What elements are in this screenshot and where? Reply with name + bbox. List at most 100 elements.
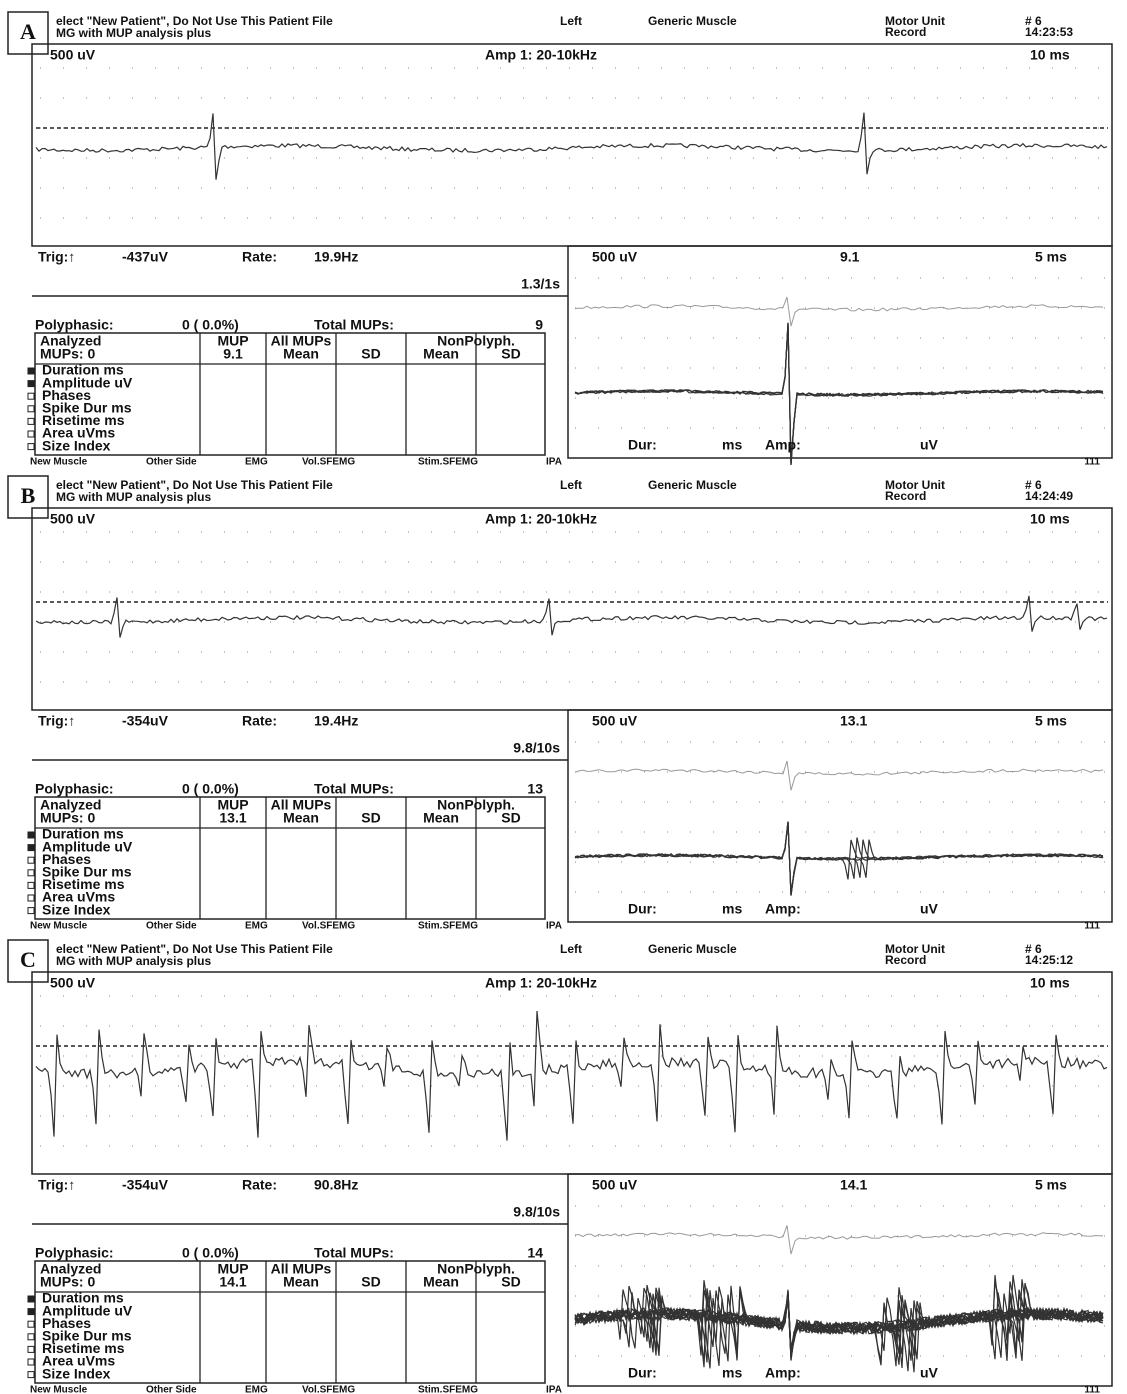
- sweep-label: 10 ms: [1030, 47, 1070, 63]
- total-label: Total MUPs:: [314, 317, 394, 333]
- rate-value: 19.9Hz: [314, 249, 358, 265]
- header-muscle: Generic Muscle: [648, 478, 737, 492]
- table-header: Mean: [423, 810, 459, 826]
- total-label: Total MUPs:: [314, 1245, 394, 1261]
- header-mode: Record: [885, 25, 926, 39]
- row-checkbox: [28, 845, 34, 851]
- header-time: 14:25:12: [1025, 953, 1073, 967]
- header-mode: Record: [885, 953, 926, 967]
- table-header: Mean: [283, 1274, 319, 1290]
- mup-scale: 500 uV: [592, 249, 638, 265]
- mup-scale: 500 uV: [592, 713, 638, 729]
- dur-label: Dur:: [628, 901, 657, 917]
- count-value: 9.8/10s: [513, 1204, 560, 1220]
- table-header: 9.1: [223, 346, 243, 362]
- table-header: Mean: [423, 346, 459, 362]
- table-header: Mean: [283, 346, 319, 362]
- row-checkbox: [28, 406, 34, 412]
- row-checkbox: [28, 870, 34, 876]
- footer-item: Stim.SFEMG: [418, 1385, 478, 1394]
- sweep-label: 10 ms: [1030, 975, 1070, 991]
- footer-item: 111: [1084, 921, 1100, 932]
- waveform: [575, 761, 1103, 790]
- panel-letter: C: [20, 947, 36, 972]
- polyphasic-label: Polyphasic:: [35, 781, 114, 797]
- waveform: [575, 822, 1103, 896]
- waveform: [575, 297, 1103, 326]
- row-checkbox: [28, 368, 34, 374]
- total-value: 13: [527, 781, 543, 797]
- table-header: MUPs: 0: [40, 810, 95, 826]
- table-header: MUPs: 0: [40, 346, 95, 362]
- dur-label: Dur:: [628, 1365, 657, 1381]
- polyphasic-value: 0 ( 0.0%): [182, 1245, 239, 1261]
- emg-report: Aelect "New Patient", Do Not Use This Pa…: [0, 0, 1127, 1394]
- row-checkbox: [28, 832, 34, 838]
- footer-item: Vol.SFEMG: [302, 457, 355, 468]
- footer-item: 111: [1084, 1385, 1100, 1394]
- uv-label: uV: [920, 437, 939, 453]
- footer-item: EMG: [245, 921, 268, 932]
- header-muscle: Generic Muscle: [648, 942, 737, 956]
- row-checkbox: [28, 1296, 34, 1302]
- table-header: SD: [361, 346, 380, 362]
- mup-scale: 500 uV: [592, 1177, 638, 1193]
- trace-box: [32, 508, 1112, 710]
- mup-id: 14.1: [840, 1177, 867, 1193]
- total-value: 14: [527, 1245, 543, 1261]
- row-checkbox: [28, 1334, 34, 1340]
- header-text: MG with MUP analysis plus: [56, 954, 211, 968]
- table-header: SD: [361, 810, 380, 826]
- rate-label: Rate:: [242, 713, 277, 729]
- header-mode: Record: [885, 489, 926, 503]
- trig-value: -354uV: [122, 713, 169, 729]
- footer-item: New Muscle: [30, 1385, 88, 1394]
- mup-sweep: 5 ms: [1035, 713, 1067, 729]
- footer-item: EMG: [245, 1385, 268, 1394]
- row-checkbox: [28, 857, 34, 863]
- mup-id: 9.1: [840, 249, 860, 265]
- table-header: SD: [501, 1274, 520, 1290]
- table-header: SD: [501, 346, 520, 362]
- amp-label: Amp 1: 20-10kHz: [485, 511, 597, 527]
- mup-sweep: 5 ms: [1035, 1177, 1067, 1193]
- scale-label: 500 uV: [50, 511, 96, 527]
- mup-sweep: 5 ms: [1035, 249, 1067, 265]
- emg-panel: Belect "New Patient", Do Not Use This Pa…: [8, 476, 1112, 932]
- header-time: 14:23:53: [1025, 25, 1073, 39]
- header-text: MG with MUP analysis plus: [56, 490, 211, 504]
- rate-value: 19.4Hz: [314, 713, 358, 729]
- row-label: Size Index: [42, 1365, 111, 1381]
- footer-item: Stim.SFEMG: [418, 921, 478, 932]
- header-side: Left: [560, 14, 582, 28]
- uv-label: uV: [920, 1365, 939, 1381]
- table-header: SD: [361, 1274, 380, 1290]
- trig-label: Trig:↑: [38, 1177, 75, 1193]
- row-checkbox: [28, 444, 34, 450]
- waveform: [575, 1225, 1103, 1254]
- footer-item: Other Side: [146, 1385, 197, 1394]
- scale-label: 500 uV: [50, 975, 96, 991]
- sweep-label: 10 ms: [1030, 511, 1070, 527]
- header-time: 14:24:49: [1025, 489, 1073, 503]
- row-checkbox: [28, 1359, 34, 1365]
- footer-item: New Muscle: [30, 921, 88, 932]
- footer-item: Other Side: [146, 921, 197, 932]
- count-value: 9.8/10s: [513, 740, 560, 756]
- trace-box: [32, 44, 1112, 246]
- polyphasic-label: Polyphasic:: [35, 317, 114, 333]
- amp-label: Amp 1: 20-10kHz: [485, 47, 597, 63]
- row-label: Size Index: [42, 901, 111, 917]
- waveform: [36, 113, 1107, 180]
- ms-label: ms: [722, 901, 742, 917]
- footer-item: Vol.SFEMG: [302, 1385, 355, 1394]
- row-checkbox: [28, 882, 34, 888]
- footer-item: IPA: [546, 1385, 562, 1394]
- uv-label: uV: [920, 901, 939, 917]
- footer-item: EMG: [245, 457, 268, 468]
- amp-label: Amp:: [765, 437, 801, 453]
- polyphasic-value: 0 ( 0.0%): [182, 781, 239, 797]
- amp-label: Amp 1: 20-10kHz: [485, 975, 597, 991]
- scale-label: 500 uV: [50, 47, 96, 63]
